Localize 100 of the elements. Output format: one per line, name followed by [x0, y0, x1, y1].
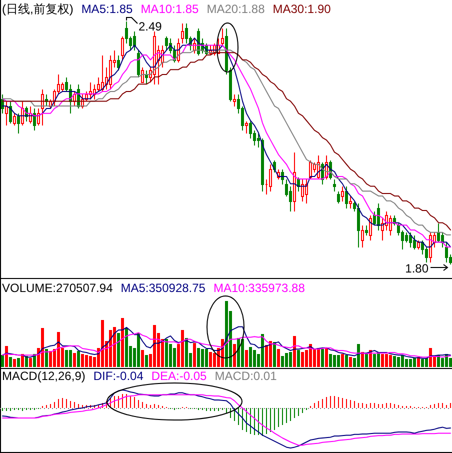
candlestick: [305, 179, 308, 204]
bar: [401, 355, 404, 367]
candlestick: [13, 113, 16, 126]
candlestick: [333, 179, 336, 192]
candlestick: [293, 152, 296, 212]
bar: [389, 355, 392, 367]
bar: [329, 354, 332, 367]
candlestick: [153, 31, 156, 85]
candlestick: [361, 225, 364, 248]
candlestick: [5, 101, 8, 126]
bar: [405, 359, 408, 367]
bar: [13, 359, 16, 367]
bar: [125, 328, 128, 367]
candlestick: [377, 203, 380, 231]
bar: [57, 332, 60, 367]
candlestick: [281, 169, 284, 185]
bar: [373, 354, 376, 367]
bar: [393, 356, 396, 367]
candlestick: [269, 164, 272, 192]
candlestick: [121, 36, 124, 61]
bar: [165, 339, 168, 367]
candlestick: [337, 191, 340, 204]
bar: [325, 348, 328, 367]
annotation: 1.80: [405, 262, 429, 276]
candlestick: [165, 36, 168, 51]
bar: [101, 320, 104, 367]
bar: [117, 333, 120, 367]
bar: [417, 357, 420, 367]
candlestick: [9, 101, 12, 124]
bar: [41, 328, 44, 367]
bar: [409, 359, 412, 367]
bar: [361, 352, 364, 367]
bar: [285, 353, 288, 367]
bar: [181, 330, 184, 367]
bar: [441, 358, 444, 367]
candlestick: [301, 179, 304, 202]
bar: [381, 354, 384, 367]
candlestick: [409, 232, 412, 248]
candlestick: [357, 203, 360, 248]
bar: [261, 334, 264, 367]
bar: [273, 342, 276, 367]
bar: [225, 301, 228, 367]
bar: [1, 355, 4, 367]
bar: [289, 352, 292, 367]
bar: [269, 341, 272, 367]
candlestick: [413, 235, 416, 250]
chart-title: MACD(12,26,9): [2, 369, 86, 383]
bar: [209, 352, 212, 367]
bar: [141, 350, 144, 367]
series-label: DEA:-0.05: [151, 369, 208, 383]
bar: [365, 354, 368, 367]
bar: [69, 350, 72, 367]
series-label: DIF:-0.04: [93, 369, 144, 383]
candlestick: [37, 108, 40, 126]
candlestick: [345, 186, 348, 209]
bar: [421, 359, 424, 367]
candlestick: [89, 82, 92, 100]
candlestick: [17, 113, 20, 134]
bar: [85, 355, 88, 367]
candlestick: [41, 89, 44, 126]
candlestick: [365, 225, 368, 236]
bar: [65, 350, 68, 367]
candlestick: [309, 160, 312, 180]
text: MA10:335973.88: [213, 281, 306, 295]
bar: [357, 344, 360, 367]
text: MA20:1.88: [206, 2, 266, 16]
bar: [245, 350, 248, 367]
candlestick: [101, 55, 104, 92]
bar: [265, 345, 268, 367]
bar: [17, 358, 20, 367]
bar: [429, 348, 432, 367]
candlestick: [341, 186, 344, 202]
bar: [317, 348, 320, 367]
bar: [341, 354, 344, 367]
candlestick: [369, 215, 372, 241]
candlestick: [245, 121, 248, 134]
candlestick: [21, 101, 24, 126]
bar: [185, 338, 188, 367]
bar: [385, 354, 388, 367]
bar: [277, 349, 280, 367]
bar: [81, 354, 84, 367]
bar: [413, 358, 416, 367]
bar: [281, 356, 284, 367]
candlestick: [389, 215, 392, 236]
bar: [237, 338, 240, 367]
bar: [201, 349, 204, 367]
bar: [25, 356, 28, 367]
bar: [45, 349, 48, 367]
candlestick: [133, 31, 136, 51]
bar: [113, 327, 116, 367]
bar: [293, 336, 296, 367]
bar: [377, 352, 380, 367]
bar: [145, 355, 148, 367]
bar: [77, 351, 80, 367]
candlestick: [349, 196, 352, 209]
bar: [297, 350, 300, 367]
bar: [89, 356, 92, 367]
candlestick: [145, 70, 148, 85]
bar: [197, 348, 200, 367]
bar: [241, 339, 244, 367]
